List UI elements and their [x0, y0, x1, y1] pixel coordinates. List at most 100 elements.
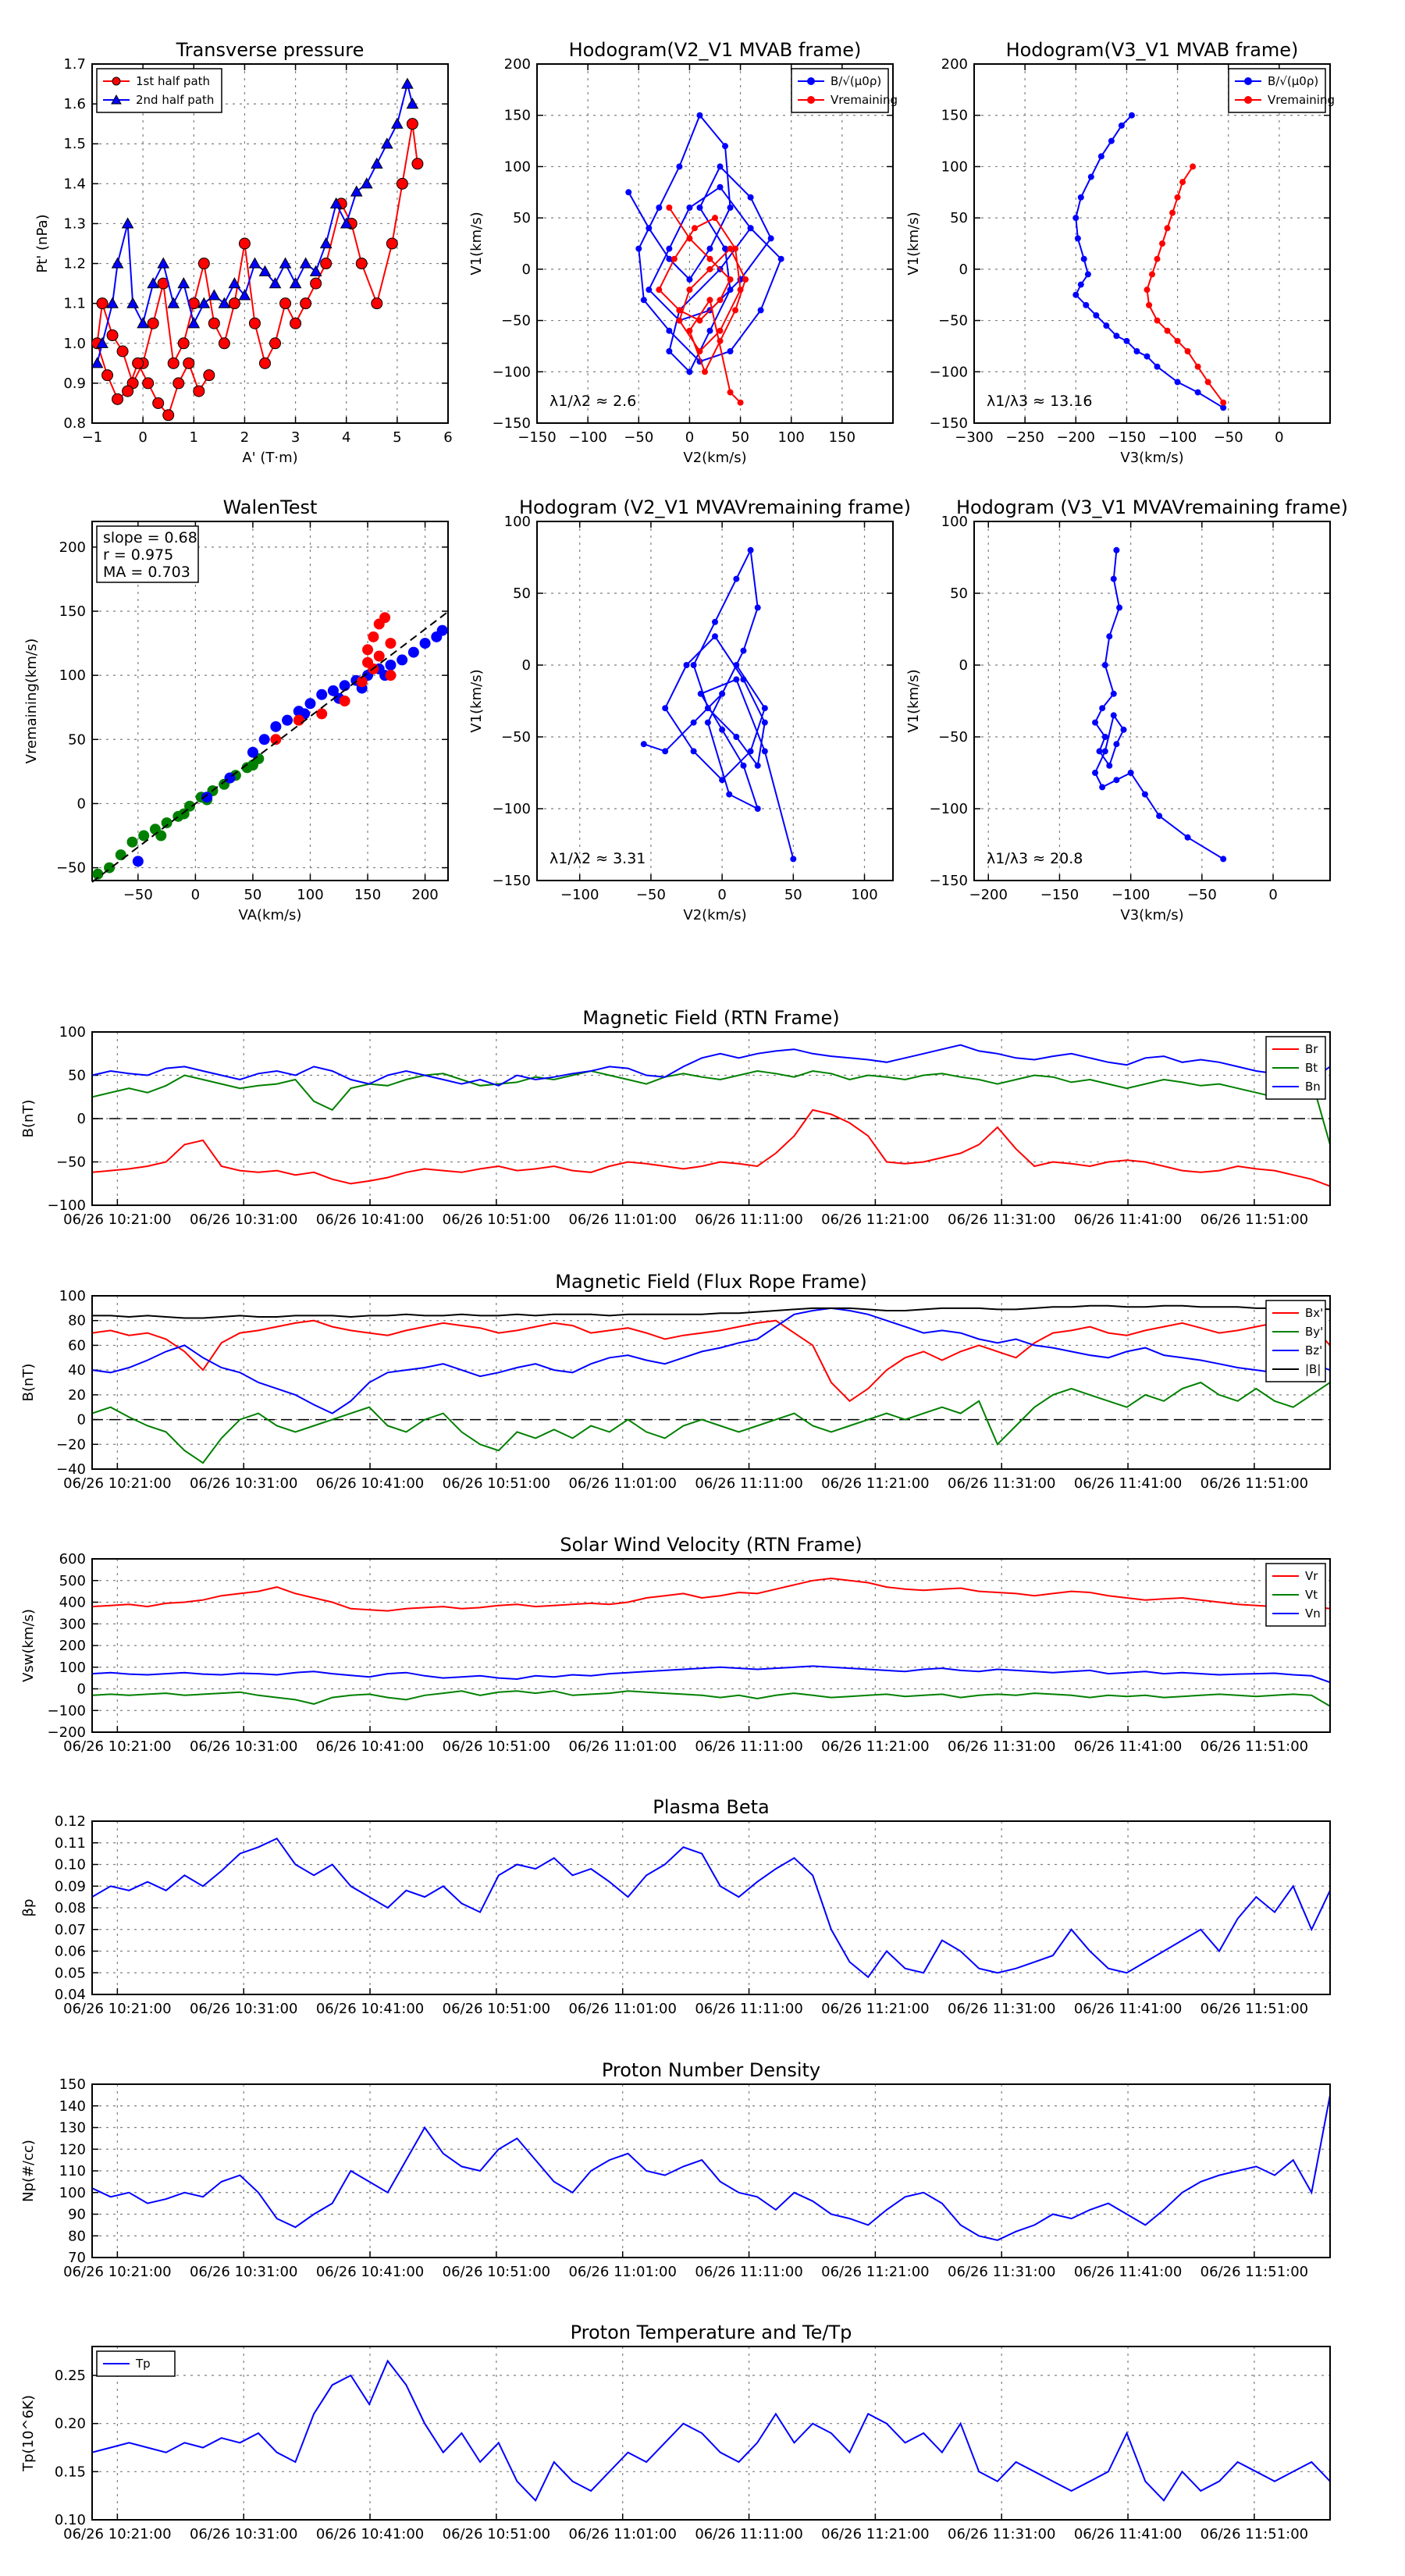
series-line-p	[91, 1837, 1331, 1979]
legend-marker	[111, 94, 122, 105]
data-point	[726, 791, 733, 798]
data-point	[320, 258, 333, 270]
data-point	[704, 705, 711, 712]
data-point	[747, 225, 754, 232]
data-point	[411, 158, 424, 170]
data-point	[1184, 834, 1191, 841]
series-line	[643, 547, 795, 859]
data-point	[161, 817, 173, 829]
y-tick-label: 100	[59, 2185, 86, 2201]
y-tick-label: 150	[59, 2076, 86, 2093]
data-point	[656, 286, 663, 294]
data-point	[1154, 317, 1161, 324]
data-point	[112, 393, 124, 405]
data-point	[696, 205, 703, 211]
data-point	[1096, 748, 1103, 755]
y-tick-label: −100	[930, 364, 968, 380]
data-point	[761, 705, 768, 712]
data-point	[1092, 719, 1099, 726]
legend-label: |B|	[1305, 1362, 1321, 1376]
x-tick-label: 3	[291, 429, 300, 446]
x-tick-label: 06/26 11:51:00	[1200, 1212, 1308, 1228]
data-point	[719, 690, 726, 697]
series-line	[628, 113, 782, 373]
data-point	[1072, 215, 1080, 222]
data-point	[670, 255, 678, 262]
x-tick-label: 06/26 10:41:00	[316, 1212, 424, 1228]
data-point	[1146, 301, 1153, 308]
y-tick-label: 0	[522, 657, 531, 674]
y-tick-label: 100	[59, 1660, 86, 1676]
data-point	[1099, 784, 1106, 791]
data-point	[1123, 337, 1130, 344]
y-tick-label: 300	[59, 1616, 86, 1632]
legend-label: B/√(μ0ρ)	[831, 74, 881, 88]
y-axis-label: Np(#/cc)	[20, 2140, 37, 2202]
panel-mag-fr: 06/26 10:21:00 06/26 10:31:00 06/26 10:41:…	[20, 1271, 1331, 1492]
y-tick-label: 0	[77, 1111, 86, 1127]
data-point	[727, 389, 734, 396]
data-point	[1174, 337, 1181, 344]
data-point	[686, 368, 693, 375]
series-line-Bn	[91, 1044, 1331, 1087]
data-point	[696, 112, 703, 119]
data-point	[193, 385, 205, 397]
y-tick-label: 100	[59, 667, 86, 684]
x-tick-label: 06/26 11:41:00	[1074, 2526, 1182, 2542]
data-point	[1128, 112, 1135, 119]
data-point	[640, 297, 647, 304]
data-point	[717, 327, 724, 334]
data-point	[732, 245, 739, 252]
data-point	[706, 265, 713, 272]
x-tick-label: 06/26 10:31:00	[190, 2526, 297, 2542]
data-point	[91, 357, 104, 368]
chart-title: Hodogram (V2_V1 MVAVremaining frame)	[519, 496, 911, 518]
legend-label: Bz'	[1305, 1343, 1322, 1357]
y-tick-label: 400	[59, 1595, 86, 1611]
y-tick-label: 140	[59, 2098, 86, 2115]
panel-hodogram-v3v1-mvab: −300 −250 −200 −150 −100 −50 0 −150 −100 −50 0 50 10…	[905, 39, 1335, 466]
x-axis-label: A' (T·m)	[242, 450, 297, 466]
data-point	[690, 662, 697, 668]
y-tick-label: −50	[938, 313, 968, 329]
data-point	[356, 676, 368, 688]
y-tick-label: 50	[513, 210, 531, 226]
axes-frame	[91, 2083, 1331, 2258]
x-tick-label: −100	[560, 887, 599, 903]
x-tick-label: 06/26 11:31:00	[948, 2526, 1055, 2542]
data-point	[690, 719, 697, 726]
data-point	[1141, 791, 1148, 798]
data-point	[115, 849, 126, 861]
x-tick-label: 06/26 11:11:00	[695, 1212, 802, 1228]
legend-label: B/√(μ0ρ)	[1268, 74, 1318, 88]
legend-marker	[112, 76, 121, 86]
x-tick-label: 06/26 11:21:00	[821, 2001, 929, 2017]
x-tick-label: 06/26 11:31:00	[948, 2001, 1055, 2017]
axes-frame	[91, 1295, 1331, 1470]
y-tick-label: −100	[493, 801, 531, 817]
y-tick-label: 0.20	[55, 2416, 86, 2432]
data-point	[1077, 194, 1084, 201]
x-axis-label: V2(km/s)	[683, 450, 746, 466]
y-tick-label: 200	[941, 56, 968, 73]
y-tick-label: 0	[77, 1681, 86, 1698]
x-tick-label: 06/26 10:51:00	[443, 2526, 550, 2542]
axes-frame	[973, 63, 1331, 424]
data-point	[1154, 363, 1161, 370]
data-point	[754, 604, 761, 611]
data-point	[362, 644, 374, 656]
data-point	[1072, 291, 1080, 298]
x-tick-label: −100	[568, 429, 606, 446]
data-point	[187, 317, 201, 329]
data-point	[373, 650, 385, 662]
x-tick-label: 06/26 10:51:00	[443, 2264, 550, 2280]
axes-frame	[536, 63, 894, 424]
x-tick-label: 06/26 11:51:00	[1200, 1475, 1308, 1492]
y-axis-label: V1(km/s)	[905, 212, 922, 275]
data-point	[329, 197, 343, 208]
x-tick-label: 06/26 10:21:00	[63, 2264, 171, 2280]
data-point	[106, 329, 119, 342]
data-point	[293, 714, 304, 726]
data-point	[1087, 173, 1094, 180]
data-point	[712, 215, 718, 222]
